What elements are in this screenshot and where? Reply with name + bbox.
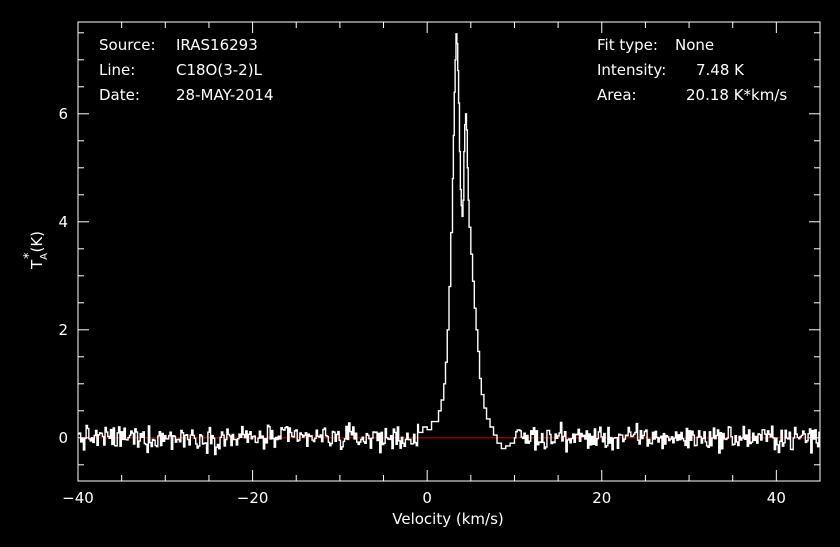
plot-area (77, 21, 821, 482)
spectrum-line (78, 33, 820, 456)
y-axis-title-unit: (K) (28, 231, 46, 253)
fit-value: None (675, 36, 714, 54)
line-value: C18O(3-2)L (176, 61, 263, 79)
y-axis-title-sup: * (22, 252, 37, 259)
y-tick-label: 0 (58, 429, 68, 447)
source-label: Source: (99, 36, 156, 54)
y-tick-label: 2 (58, 321, 68, 339)
y-tick-label: 6 (58, 105, 68, 123)
y-axis-title-main: T (28, 259, 46, 270)
header-right: Fit type: None Intensity: 7.48 K Area: 2… (597, 36, 787, 104)
intensity-label: Intensity: (597, 61, 666, 79)
intensity-value: 7.48 K (696, 61, 745, 79)
area-label: Area: (597, 86, 637, 104)
source-value: IRAS16293 (176, 36, 258, 54)
line-label: Line: (99, 61, 135, 79)
fit-label: Fit type: (597, 36, 658, 54)
svg-text:TA*(K): TA*(K) (22, 231, 50, 270)
x-tick-label: 20 (592, 489, 611, 507)
date-value: 28-MAY-2014 (176, 86, 274, 104)
y-ticks: 0 2 4 6 (58, 32, 820, 466)
area-value: 20.18 K*km/s (686, 86, 787, 104)
date-label: Date: (99, 86, 140, 104)
y-axis-title: TA*(K) (22, 231, 50, 270)
x-axis-title: Velocity (km/s) (392, 510, 503, 528)
x-tick-label: −20 (237, 489, 269, 507)
plot-frame (77, 21, 821, 482)
x-tick-label: 40 (767, 489, 786, 507)
header-left: Source: IRAS16293 Line: C18O(3-2)L Date:… (99, 36, 274, 104)
x-tick-label: 0 (422, 489, 432, 507)
y-tick-label: 4 (58, 213, 68, 231)
y-axis-title-sub: A (39, 253, 50, 260)
x-ticks: −40 −20 0 20 40 (62, 22, 821, 507)
x-tick-label: −40 (62, 489, 94, 507)
